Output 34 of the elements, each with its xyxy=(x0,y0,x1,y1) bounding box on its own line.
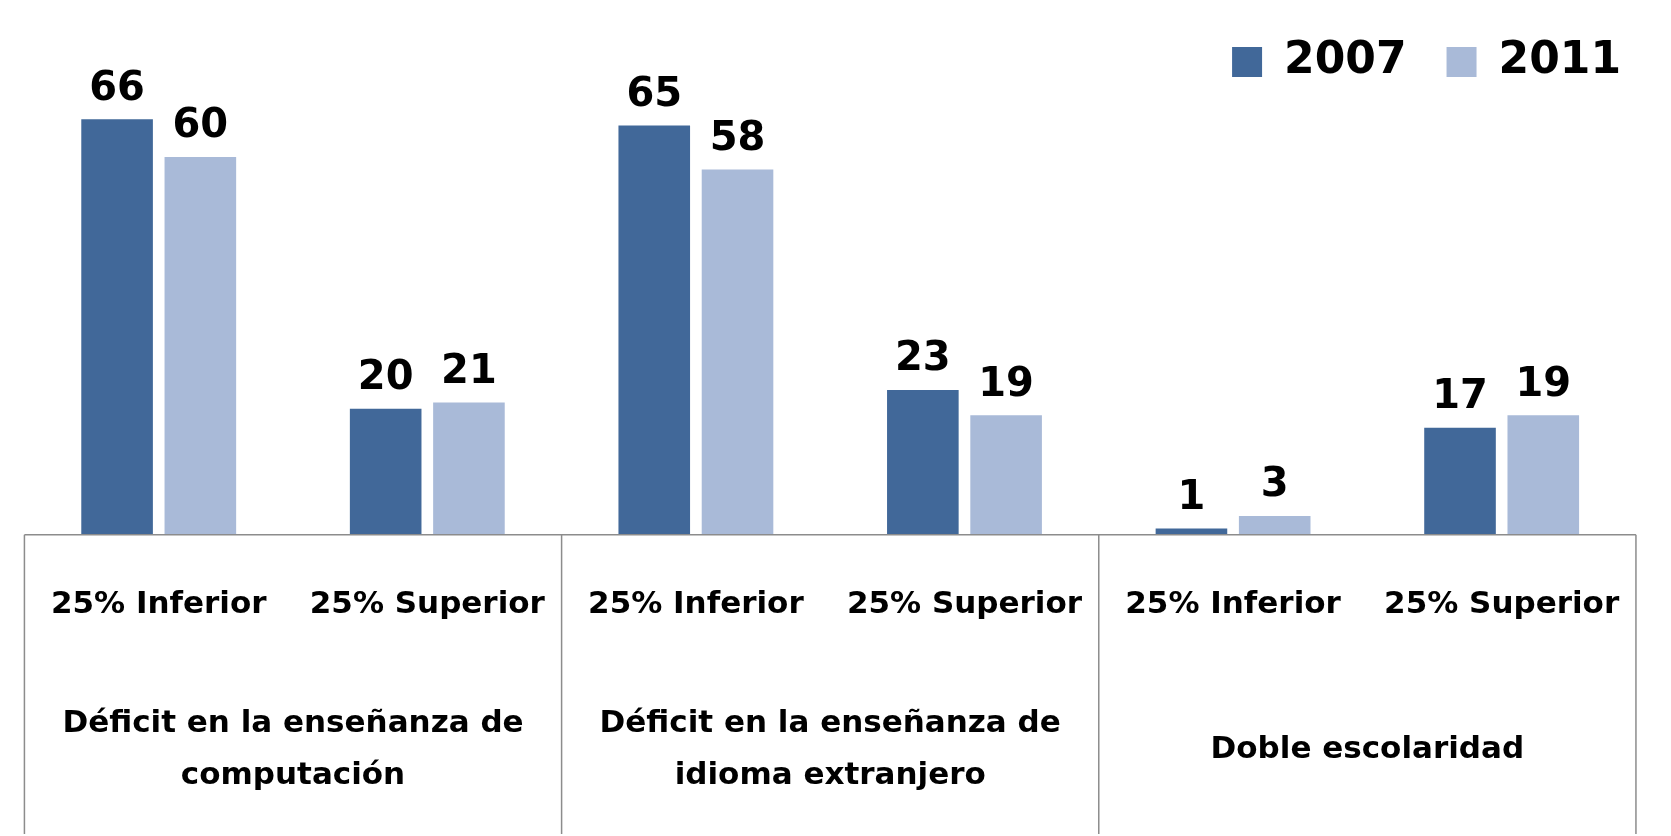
x-tick-label: 25% Inferior xyxy=(588,584,805,621)
data-label: 20 xyxy=(357,352,414,399)
text: Doble escolaridad xyxy=(1210,729,1525,766)
x-tick-label: 25% Superior xyxy=(309,584,546,621)
x-tick-label: 25% Inferior xyxy=(50,584,268,621)
data-label: 19 xyxy=(978,358,1034,405)
data-label: 3 xyxy=(1260,459,1289,506)
bar xyxy=(701,169,774,535)
bar xyxy=(1424,427,1496,535)
data-label: 23 xyxy=(895,333,951,380)
data-label: 58 xyxy=(709,112,766,159)
text: Déficit en la enseñanza de computación xyxy=(62,703,524,792)
legend-label: 2007 xyxy=(1284,32,1407,84)
bar xyxy=(1507,415,1580,535)
bar xyxy=(1238,515,1311,535)
bar xyxy=(433,402,505,535)
bar xyxy=(970,415,1042,535)
x-tick-label: 25% Superior xyxy=(1384,584,1620,621)
data-label: 66 xyxy=(89,62,145,109)
data-label: 21 xyxy=(441,345,497,392)
bar xyxy=(618,125,691,535)
legend-label: 2011 xyxy=(1498,32,1622,84)
bar xyxy=(81,119,153,535)
data-label: 65 xyxy=(626,68,683,115)
data-label: 1 xyxy=(1177,471,1206,518)
text: Déficit en la enseñanza de idioma extranjero xyxy=(599,703,1061,792)
data-label: 17 xyxy=(1432,371,1488,418)
bar xyxy=(164,156,237,535)
x-tick-label: 25% Inferior xyxy=(1125,584,1342,621)
data-label: 60 xyxy=(172,100,229,147)
x-tick-label: 25% Superior xyxy=(846,584,1083,621)
data-label: 19 xyxy=(1515,358,1572,405)
bar xyxy=(349,408,422,535)
bar xyxy=(887,389,959,535)
